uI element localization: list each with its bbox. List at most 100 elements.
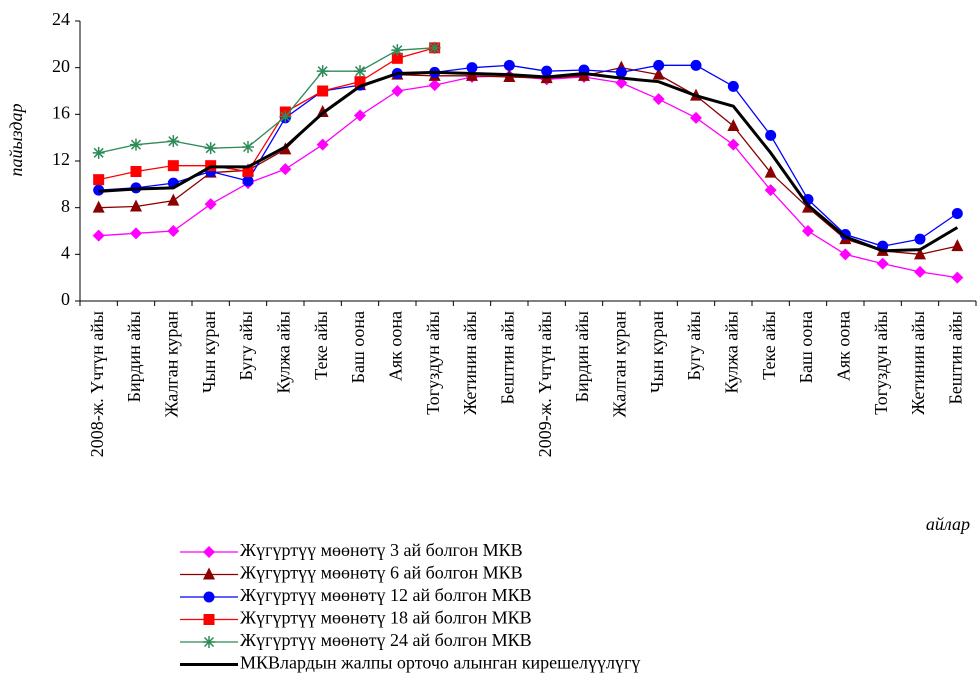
x-tick-label: Бирдин айы [124, 311, 144, 402]
legend-marker [203, 591, 215, 603]
y-axis-title: пайыздар [6, 103, 26, 176]
x-tick-label: Чын куран [199, 311, 219, 393]
point [765, 129, 777, 141]
point [428, 79, 441, 92]
y-tick-label: 16 [52, 102, 70, 122]
series [93, 42, 441, 186]
legend-label: Жүгүртүү мөөнөтү 3 ай болгон МКВ [240, 540, 523, 560]
y-tick-label: 8 [61, 196, 70, 216]
legend-item: Жүгүртүү мөөнөтү 24 ай болгон МКВ [180, 630, 532, 650]
legend-item: МКВлардын жалпы орточо алынган кирешелүү… [180, 653, 640, 673]
x-tick-label: Жетинин айы [908, 311, 928, 415]
legend-label: Жүгүртүү мөөнөтү 18 ай болгон МКВ [240, 608, 532, 628]
point [93, 174, 105, 186]
point [541, 65, 553, 77]
point [242, 175, 254, 187]
legend-label: МКВлардын жалпы орточо алынган кирешелүү… [240, 653, 640, 673]
point [802, 225, 814, 237]
point [242, 166, 254, 177]
x-tick-label: Тогуздун айы [423, 311, 443, 415]
point [167, 193, 180, 206]
legend-marker [203, 614, 215, 625]
point [876, 257, 889, 270]
point [130, 166, 142, 177]
point [951, 271, 964, 284]
series-line [98, 47, 435, 154]
point [391, 85, 404, 97]
point [391, 44, 404, 57]
x-tick-label: Кулжа айы [273, 311, 293, 394]
x-tick-label: Теке айы [311, 311, 331, 380]
point [130, 227, 142, 240]
point [130, 199, 142, 212]
point [92, 229, 105, 242]
x-tick-label: Бугу айы [236, 311, 256, 381]
point [391, 52, 403, 64]
point [466, 62, 478, 74]
series [92, 41, 441, 159]
x-tick-label: Баш оона [796, 311, 816, 383]
point [951, 239, 964, 252]
point [914, 247, 926, 260]
y-tick-label: 4 [61, 242, 70, 262]
point [167, 160, 179, 172]
series [92, 60, 964, 260]
y-tick-label: 20 [52, 56, 70, 76]
point [727, 80, 739, 92]
point [354, 65, 366, 78]
x-tick-label: Теке айы [759, 311, 779, 380]
point [204, 142, 217, 155]
point [279, 110, 292, 123]
point [764, 165, 777, 178]
legend-label: Жүгүртүү мөөнөтү 24 ай болгон МКВ [240, 630, 532, 650]
legend-marker [203, 567, 215, 580]
point [279, 163, 292, 176]
x-tick-label: Чын куран [647, 311, 667, 393]
point [503, 59, 515, 71]
series [98, 70, 959, 253]
point [354, 76, 366, 88]
legend-item: Жүгүртүү мөөнөтү 12 ай болгон МКВ [180, 585, 532, 605]
y-tick-label: 0 [61, 289, 70, 309]
x-tick-label: Бирдин айы [572, 311, 592, 402]
legend-item: Жүгүртүү мөөнөтү 3 ай болгон МКВ [180, 540, 523, 560]
y-tick-label: 24 [52, 9, 70, 29]
legend-marker [203, 546, 215, 558]
point [242, 141, 254, 153]
point [690, 59, 702, 71]
x-tick-label: Баш оона [348, 311, 368, 383]
series-line [98, 75, 958, 279]
x-tick-label: Жалган куран [161, 311, 181, 418]
x-tick-label: Жалган куран [609, 311, 629, 418]
legend-item: Жүгүртүү мөөнөтү 6 ай болгон МКВ [180, 563, 523, 583]
legend-label: Жүгүртүү мөөнөтү 12 ай болгон МКВ [240, 585, 532, 605]
series [93, 59, 963, 252]
x-tick-label: Бугу айы [684, 311, 704, 381]
x-tick-label: Аяк оона [385, 311, 405, 381]
series-line [98, 67, 958, 255]
point [92, 146, 105, 159]
series-line [98, 70, 959, 253]
legend-marker [203, 636, 215, 648]
x-tick-label: Бештин айы [497, 311, 517, 405]
y-tick-label: 12 [52, 149, 70, 169]
point [130, 138, 142, 151]
point [951, 208, 963, 219]
point [615, 66, 627, 78]
point [354, 109, 366, 122]
point [914, 265, 926, 278]
series-line [98, 47, 435, 181]
legend-label: Жүгүртүү мөөнөтү 6 ай болгон МКВ [240, 563, 523, 583]
point [316, 65, 329, 78]
x-tick-label: 2009-ж. Үчтүн айы [535, 311, 555, 457]
x-tick-label: Аяк оона [833, 311, 853, 381]
point [727, 119, 740, 131]
point [652, 93, 665, 106]
series-line [98, 64, 958, 247]
point [652, 67, 665, 80]
point [428, 41, 441, 54]
point [653, 59, 665, 71]
legend-item: Жүгүртүү мөөнөтү 18 ай болгон МКВ [180, 608, 532, 628]
series [92, 69, 964, 284]
